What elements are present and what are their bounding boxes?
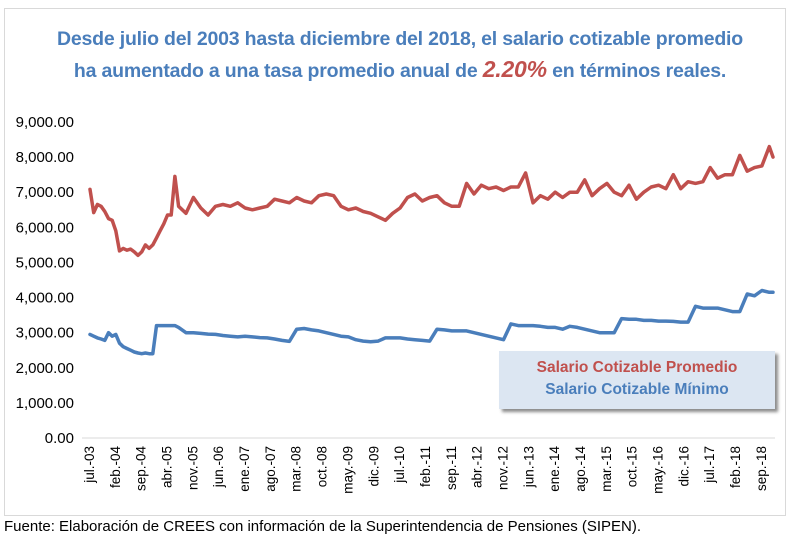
title-line-1: Desde julio del 2003 hasta diciembre del… <box>57 28 743 50</box>
x-tick-label: nov.-05 <box>185 446 200 490</box>
x-tick-label: may.-16 <box>651 446 666 494</box>
chart-title: Desde julio del 2003 hasta diciembre del… <box>0 24 800 86</box>
x-tick-label: sep.-04 <box>134 446 149 492</box>
x-tick-label: feb.-04 <box>108 446 123 489</box>
y-axis-ticks: 0.00 1,000.00 2,000.00 3,000.00 4,000.00 5,00… <box>16 114 74 447</box>
series-line-salario-promedio <box>88 144 775 258</box>
title-line-2: ha aumentado a una tasa promedio anual d… <box>0 54 800 86</box>
series-line-salario-minimo <box>88 288 775 356</box>
x-tick-label: jul.-10 <box>392 446 407 484</box>
title-highlight-rate: 2.20% <box>482 56 547 82</box>
x-tick-label: jun.-13 <box>521 446 536 488</box>
x-tick-label: ene.-07 <box>237 446 252 492</box>
x-tick-label: jul.-17 <box>702 446 717 484</box>
x-tick-label: abr.-05 <box>160 446 175 488</box>
x-tick-label: oct.-08 <box>315 446 330 487</box>
x-tick-label: ago.-14 <box>573 446 588 492</box>
y-tick-label: 7,000.00 <box>16 184 74 201</box>
y-tick-label: 5,000.00 <box>16 254 74 271</box>
x-tick-label: jun.-06 <box>211 446 226 488</box>
legend-item-promedio: Salario Cotizable Promedio <box>536 359 738 376</box>
y-tick-label: 3,000.00 <box>16 325 74 342</box>
x-tick-label: dic.-16 <box>676 446 691 487</box>
chart-frame <box>4 8 786 516</box>
legend-item-minimo: Salario Cotizable Mínimo <box>545 381 729 398</box>
y-tick-label: 9,000.00 <box>16 114 74 131</box>
x-tick-label: ene.-14 <box>547 446 562 492</box>
y-tick-label: 2,000.00 <box>16 360 74 377</box>
x-tick-label: ago.-07 <box>263 446 278 492</box>
x-tick-label: feb.-18 <box>728 446 743 488</box>
x-tick-label: mar.-15 <box>599 446 614 492</box>
y-tick-label: 4,000.00 <box>16 290 74 307</box>
x-tick-label: jul.-03 <box>82 446 97 484</box>
x-tick-label: oct.-15 <box>625 446 640 487</box>
source-note: Fuente: Elaboración de CREES con informa… <box>4 518 642 535</box>
y-tick-label: 8,000.00 <box>16 149 74 166</box>
x-tick-label: abr.-12 <box>470 446 485 488</box>
title-line-2-post: en términos reales. <box>546 60 727 82</box>
series-group <box>88 144 775 356</box>
y-tick-label: 0.00 <box>45 430 74 447</box>
x-tick-label: sep.-11 <box>444 446 459 490</box>
y-tick-label: 1,000.00 <box>16 395 74 412</box>
title-line-2-pre: ha aumentado a una tasa promedio anual d… <box>73 60 483 82</box>
x-tick-label: dic.-09 <box>366 446 381 487</box>
x-tick-label: feb.-11 <box>418 446 433 487</box>
x-tick-label: mar.-08 <box>289 446 304 492</box>
x-tick-label: nov.-12 <box>495 446 510 490</box>
legend: Salario Cotizable Promedio Salario Cotiz… <box>499 351 775 409</box>
y-tick-label: 6,000.00 <box>16 219 74 236</box>
x-tick-label: may.-09 <box>340 446 355 494</box>
x-axis-ticks: jul.-03 feb.-04 sep.-04 abr.-05 nov.-05 jun.-… <box>82 446 769 494</box>
x-tick-label: sep.-18 <box>754 446 769 491</box>
